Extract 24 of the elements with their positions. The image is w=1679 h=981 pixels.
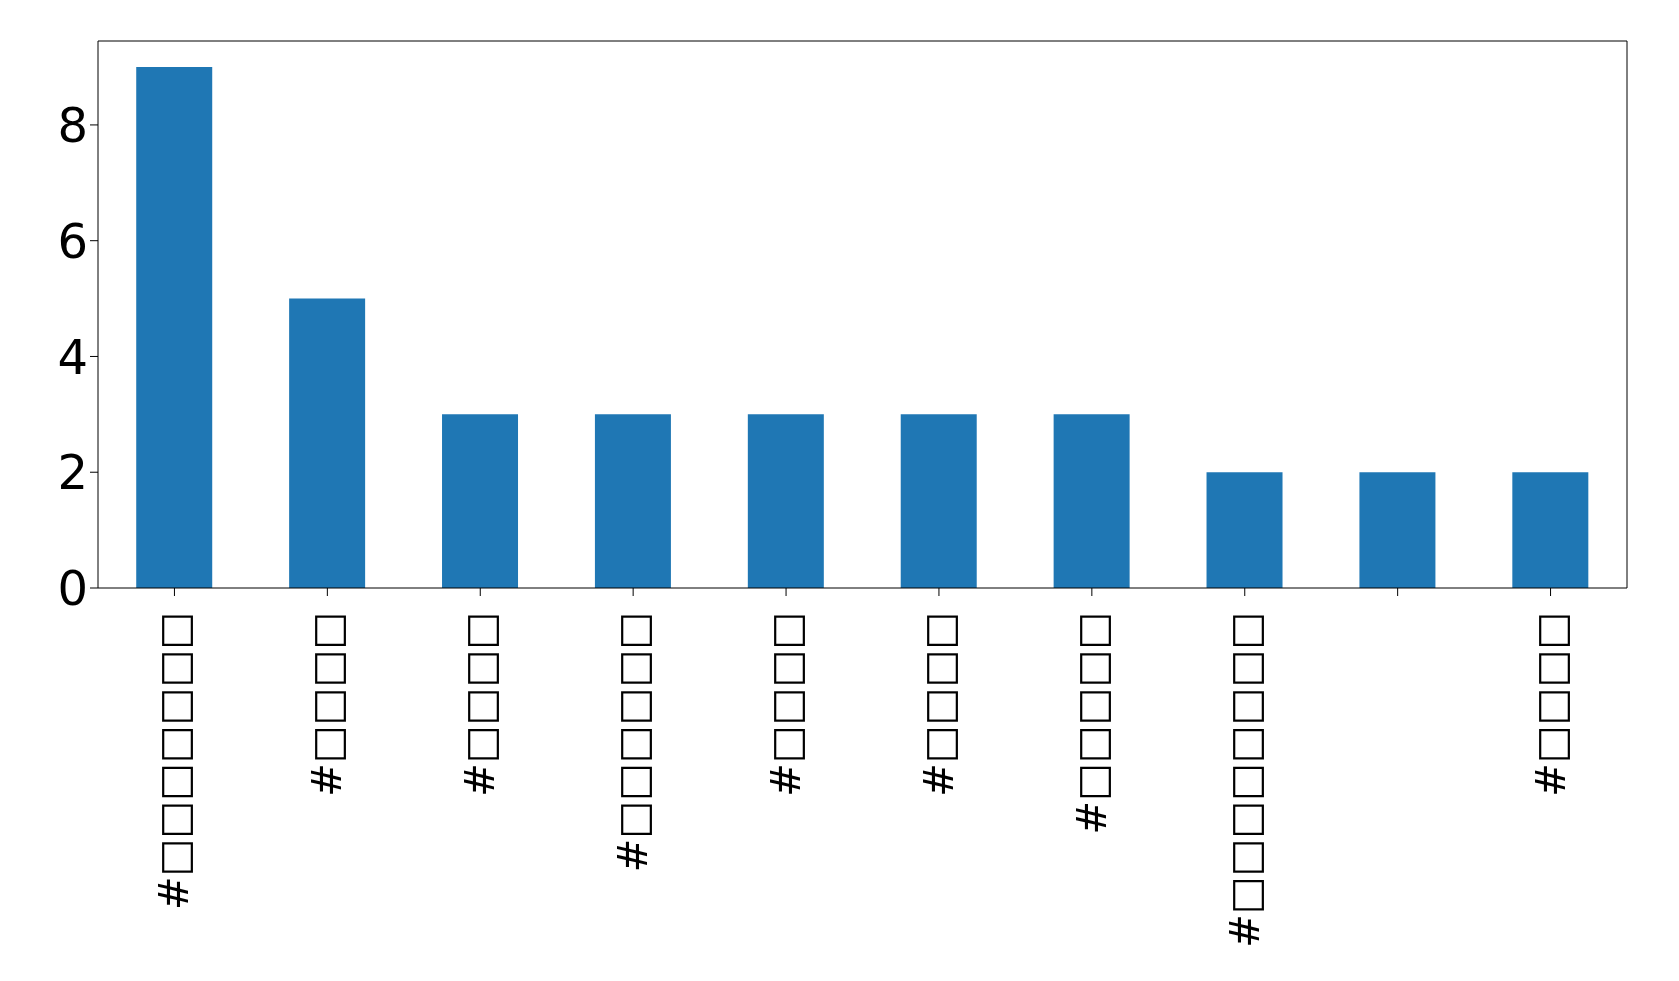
bar	[900, 414, 977, 588]
y-tick-label: 6	[57, 212, 88, 269]
x-tick-label: #□□□□□□	[610, 612, 657, 873]
y-tick-label: 0	[57, 560, 88, 617]
bar	[1206, 472, 1283, 588]
bar	[594, 414, 671, 588]
bar	[1512, 472, 1589, 588]
y-tick-label: 8	[57, 96, 88, 153]
x-tick-label: #□□□□□□□□	[1221, 612, 1268, 948]
bar	[442, 414, 519, 588]
x-tick-label: #□□□□□□□	[151, 612, 198, 911]
y-tick-label: 2	[57, 444, 88, 501]
x-tick-label: #□□□□	[763, 612, 810, 797]
x-tick-label: #□□□□	[457, 612, 504, 797]
bar	[1359, 472, 1436, 588]
x-tick-label: #□□□□	[915, 612, 962, 797]
bar	[289, 298, 366, 588]
bar	[136, 67, 213, 588]
bar	[1053, 414, 1130, 588]
y-tick-label: 4	[57, 328, 88, 385]
x-tick-label: #□□□□	[304, 612, 351, 797]
x-tick-label: #□□□□□	[1068, 612, 1115, 835]
x-tick-label: #□□□□	[1527, 612, 1574, 797]
bar	[747, 414, 824, 588]
